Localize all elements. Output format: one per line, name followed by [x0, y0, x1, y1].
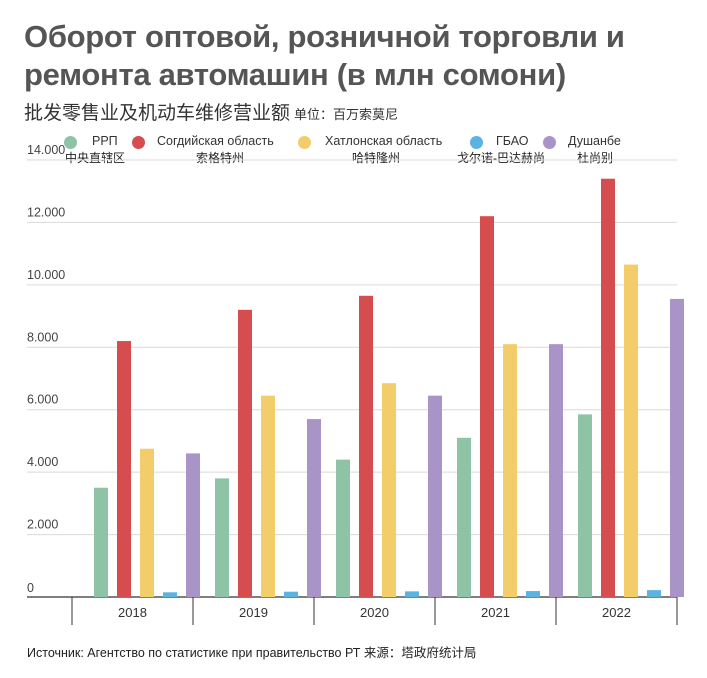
legend-dot-icon	[543, 136, 556, 149]
bar-2022-1	[601, 178, 615, 597]
unit-label: 单位：百万索莫尼	[294, 107, 399, 122]
legend: РРП 中央直辖区 Согдийская область 索格特州 Хатлон…	[0, 132, 707, 172]
bar-2018-0	[94, 487, 108, 597]
legend-label: ГБАО	[496, 134, 529, 148]
bar-2018-1	[117, 341, 131, 597]
subtitle-text: 批发零售业及机动车维修营业额	[24, 103, 291, 124]
x-tick-label: 2018	[118, 605, 147, 620]
x-tick-label: 2021	[481, 605, 510, 620]
y-tick-label: 6.000	[27, 393, 58, 407]
y-tick-label: 14.000	[27, 143, 65, 157]
legend-label-zh: 杜尚别	[577, 151, 614, 165]
legend-label-zh: 中央直辖区	[65, 151, 126, 165]
x-tick-label: 2020	[360, 605, 389, 620]
legend-dot-icon	[64, 136, 77, 149]
bar-2022-0	[578, 414, 592, 597]
y-tick-label: 0	[27, 581, 34, 595]
y-tick-label: 4.000	[27, 455, 58, 469]
bar-2020-2	[382, 383, 396, 597]
chart-subtitle: 批发零售业及机动车维修营业额 单位：百万索莫尼	[24, 98, 398, 125]
bar-2019-4	[307, 419, 321, 597]
legend-label: Хатлонская область	[325, 134, 443, 148]
source-note: Источник: Агентство по статистике при пр…	[27, 646, 477, 660]
x-tick-label: 2022	[602, 605, 631, 620]
bar-2020-4	[428, 395, 442, 597]
legend-label-zh: 戈尔诺-巴达赫尚	[457, 151, 545, 165]
bar-2020-1	[359, 295, 373, 597]
bar-2022-3	[647, 590, 661, 597]
bar-2018-4	[186, 453, 200, 597]
chart-title: Оборот оптовой, розничной торговли и рем…	[24, 19, 625, 92]
bar-2019-2	[261, 395, 275, 597]
legend-dot-icon	[470, 136, 483, 149]
y-tick-label: 2.000	[27, 518, 58, 532]
legend-dot-icon	[298, 136, 311, 149]
bar-2021-3	[526, 591, 540, 597]
legend-label: Согдийская область	[157, 134, 274, 148]
bar-2021-1	[480, 216, 494, 597]
y-tick-label: 10.000	[27, 268, 65, 282]
bar-2019-1	[238, 309, 252, 597]
x-tick-label: 2019	[239, 605, 268, 620]
legend-dot-icon	[132, 136, 145, 149]
bar-2022-2	[624, 264, 638, 597]
legend-label-zh: 索格特州	[196, 151, 245, 165]
bar-2020-0	[336, 459, 350, 597]
y-tick-label: 8.000	[27, 330, 58, 344]
legend-label: РРП	[92, 134, 118, 148]
bar-2021-2	[503, 344, 517, 597]
bar-2021-4	[549, 344, 563, 597]
legend-label-zh: 哈特隆州	[352, 151, 401, 165]
bar-2020-3	[405, 591, 419, 597]
bar-2021-0	[457, 437, 471, 597]
bar-2019-0	[215, 478, 229, 597]
bar-2022-4	[670, 298, 684, 597]
bar-2018-3	[163, 592, 177, 597]
y-tick-label: 12.000	[27, 205, 65, 219]
bar-2019-3	[284, 591, 298, 597]
bar-2018-2	[140, 448, 154, 597]
legend-label: Душанбе	[568, 134, 621, 148]
